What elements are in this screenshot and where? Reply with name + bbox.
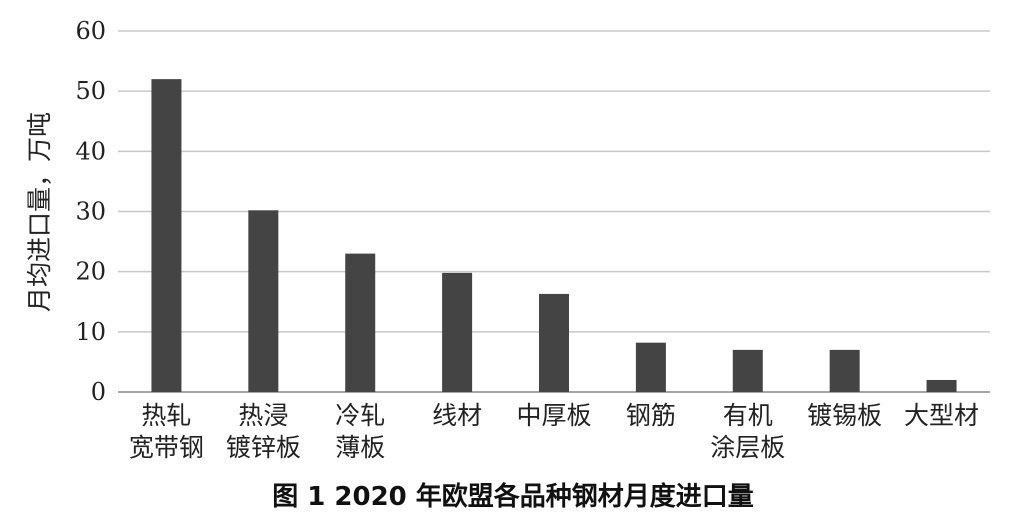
y-tick-label: 50 xyxy=(75,77,106,105)
bar xyxy=(732,349,763,392)
y-tick-label: 60 xyxy=(75,17,106,45)
y-tick-label: 20 xyxy=(75,258,106,286)
bar xyxy=(635,342,666,392)
y-axis-ticks: 0 10 20 30 40 50 60 xyxy=(75,17,106,406)
bar xyxy=(151,79,182,392)
x-category-label: 热浸 xyxy=(238,401,288,430)
x-category-label: 大型材 xyxy=(904,401,979,430)
x-category-label: 薄板 xyxy=(335,433,385,462)
y-tick-label: 0 xyxy=(91,378,106,406)
x-category-label: 镀锡板 xyxy=(807,401,882,430)
bar xyxy=(926,379,957,392)
y-tick-label: 30 xyxy=(75,198,106,226)
x-category-label: 热轧 xyxy=(141,401,191,430)
bar xyxy=(345,253,376,392)
x-category-label: 有机 xyxy=(723,401,773,430)
bars xyxy=(151,79,957,392)
y-tick-label: 10 xyxy=(75,318,106,346)
bar xyxy=(539,293,569,392)
y-tick-label: 40 xyxy=(75,137,106,165)
bar xyxy=(829,349,860,392)
x-category-label: 镀锌板 xyxy=(226,433,301,462)
y-axis-label: 月均进口量，万吨 xyxy=(25,112,54,312)
x-category-label: 钢筋 xyxy=(626,401,676,430)
x-category-label: 线材 xyxy=(432,401,482,430)
x-category-label: 宽带钢 xyxy=(129,433,204,462)
x-category-label: 中厚板 xyxy=(516,401,591,430)
bar xyxy=(442,272,473,392)
chart-caption: 图 1 2020 年欧盟各品种钢材月度进口量 xyxy=(272,481,754,512)
x-category-label: 冷轧 xyxy=(335,401,385,430)
bar xyxy=(248,210,279,392)
x-category-label: 涂层板 xyxy=(710,433,785,462)
